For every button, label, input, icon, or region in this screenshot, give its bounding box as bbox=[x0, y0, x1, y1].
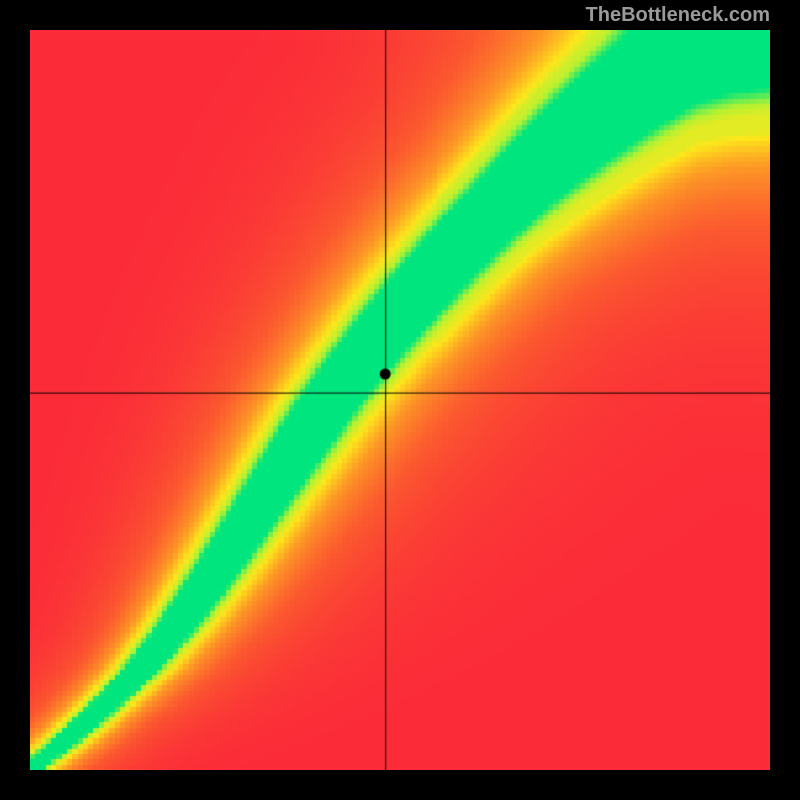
watermark-text: TheBottleneck.com bbox=[586, 0, 770, 30]
heatmap-canvas bbox=[30, 30, 770, 770]
outer-frame: TheBottleneck.com bbox=[0, 0, 800, 800]
plot-area bbox=[30, 30, 770, 770]
